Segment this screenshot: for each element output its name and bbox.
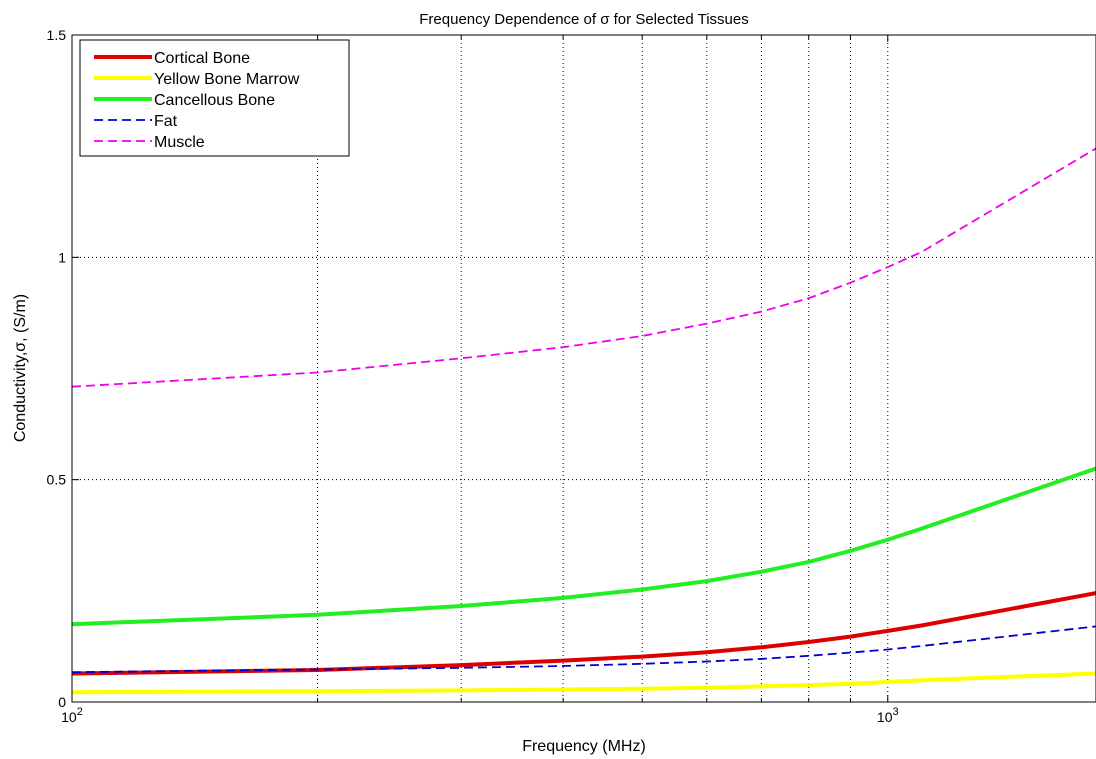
y-tick-label: 0	[58, 694, 66, 710]
plot-area	[71, 34, 1096, 703]
series-layer	[72, 147, 1096, 695]
series-line-cortical-bone	[72, 591, 1096, 676]
x-tick-label-base: 10	[61, 709, 77, 725]
y-tick-label: 1.5	[47, 27, 67, 43]
legend-label: Yellow Bone Marrow	[154, 71, 300, 88]
x-tick-label-base: 10	[877, 709, 893, 725]
grid	[72, 35, 1096, 702]
chart-title: Frequency Dependence of σ for Selected T…	[419, 11, 748, 28]
y-axis-label: Conductivity,σ, (S/m)	[12, 294, 29, 442]
x-tick-label: 103	[877, 706, 899, 725]
legend-label: Cortical Bone	[154, 50, 250, 67]
x-tick-label-exponent: 3	[892, 706, 898, 718]
legend-label: Cancellous Bone	[154, 92, 275, 109]
legend-label: Fat	[154, 113, 178, 130]
series-line-cancellous-bone	[72, 466, 1096, 627]
x-tick-label-exponent: 2	[77, 706, 83, 718]
legend-label: Muscle	[154, 134, 205, 151]
series-line-fat	[72, 625, 1096, 674]
series-line-muscle	[72, 147, 1096, 388]
legend: Cortical Bone Yellow Bone Marrow Cancellou…	[79, 39, 350, 157]
y-tick-label: 1	[58, 249, 66, 265]
y-tick-label: 0.5	[47, 472, 67, 488]
x-axis-label: Frequency (MHz)	[522, 738, 646, 755]
x-tick-label: 102	[61, 706, 83, 725]
series-line-yellow-bone-marrow	[72, 671, 1096, 695]
